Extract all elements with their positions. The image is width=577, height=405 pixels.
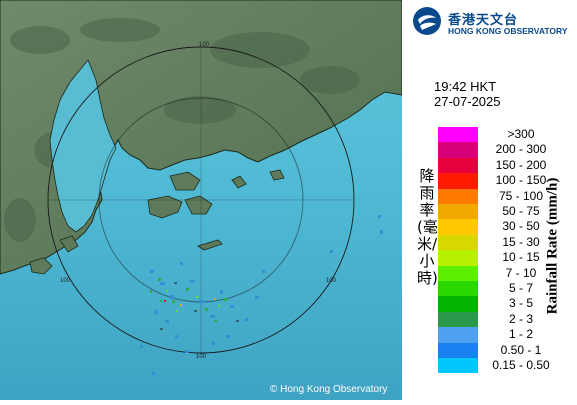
- legend-label: >300: [507, 127, 535, 141]
- legend-swatch: [438, 281, 478, 297]
- hko-logo-icon: [413, 7, 441, 35]
- legend-swatch: [438, 157, 478, 174]
- legend-row: 5 - 7: [438, 281, 577, 297]
- legend-label: 2 - 3: [508, 311, 533, 326]
- copyright-text: © Hong Kong Observatory: [270, 384, 388, 395]
- legend-swatch: [438, 234, 478, 251]
- legend-title-cn: 降雨率(毫米/小時): [417, 167, 438, 287]
- legend-row: 150 - 200: [438, 157, 577, 174]
- legend-row: 2 - 3: [438, 311, 577, 328]
- legend-label: 0.50 - 1: [500, 342, 542, 357]
- observation-date: 27-07-2025: [434, 94, 501, 109]
- hko-logo[interactable]: 香港天文台 HONG KONG OBSERVATORY: [412, 6, 572, 42]
- legend-row: 7 - 10: [438, 265, 577, 281]
- legend-row: 0.15 - 0.50: [438, 358, 577, 374]
- legend-swatch: [438, 327, 478, 343]
- rain-echoes: [140, 215, 383, 375]
- timestamp: 19:42 HKT 27-07-2025: [434, 79, 501, 109]
- legend-swatch: [438, 173, 478, 189]
- legend-label: 100 - 150: [495, 173, 547, 188]
- range-label-southwest: 100: [60, 278, 71, 284]
- legend-label: 30 - 50: [502, 219, 540, 234]
- legend-label: 5 - 7: [508, 281, 533, 295]
- legend-row: 3 - 5: [438, 296, 577, 312]
- legend-swatch: [438, 219, 478, 235]
- legend-row: 15 - 30: [438, 234, 577, 251]
- legend-label: 200 - 300: [495, 142, 547, 157]
- legend-label: 15 - 30: [502, 234, 540, 249]
- legend-row: 1 - 2: [438, 327, 577, 343]
- radar-map-canvas: 100 100 100 100: [0, 0, 403, 400]
- legend-swatch: [438, 204, 478, 220]
- legend-swatch: [438, 250, 478, 266]
- legend-swatch: [438, 188, 478, 204]
- legend-row: 200 - 300: [438, 142, 577, 158]
- legend-label: 75 - 100: [498, 188, 544, 203]
- legend-swatch: [438, 265, 478, 281]
- legend-row: 100 - 150: [438, 173, 577, 189]
- legend-label: 1 - 2: [508, 327, 533, 342]
- legend-label: 10 - 15: [502, 250, 540, 265]
- org-name-cn: 香港天文台: [448, 13, 519, 28]
- legend-swatch: [438, 342, 478, 358]
- range-label-north: 100: [199, 42, 210, 48]
- legend-label: 3 - 5: [508, 296, 533, 311]
- range-label-south: 100: [196, 354, 207, 360]
- observation-time: 19:42 HKT: [434, 79, 497, 94]
- legend-label: 150 - 200: [495, 157, 547, 172]
- radar-map: 100 100 100 100: [0, 0, 403, 400]
- range-label-southeast: 100: [326, 278, 337, 284]
- legend-swatch: [438, 142, 478, 158]
- legend-swatch: [438, 127, 478, 143]
- radar-range-rings: [47, 46, 355, 354]
- legend-row: 10 - 15: [438, 250, 577, 266]
- legend-row: 30 - 50: [438, 219, 577, 235]
- legend-label: 50 - 75: [502, 204, 540, 218]
- legend-row: 0.50 - 1: [438, 342, 577, 358]
- legend-swatch: [438, 311, 478, 328]
- islands: [29, 169, 285, 275]
- legend-label: 0.15 - 0.50: [492, 358, 550, 372]
- org-name-en: HONG KONG OBSERVATORY: [448, 26, 568, 36]
- legend-row: 50 - 75: [438, 204, 577, 220]
- legend-row: >300: [438, 127, 577, 143]
- legend-swatch: [438, 358, 478, 374]
- legend-panel: 香港天文台 HONG KONG OBSERVATORY 19:42 HKT 27…: [402, 0, 577, 400]
- legend-swatch: [438, 296, 478, 312]
- legend-row: 75 - 100: [438, 188, 577, 204]
- legend-label: 7 - 10: [505, 265, 537, 280]
